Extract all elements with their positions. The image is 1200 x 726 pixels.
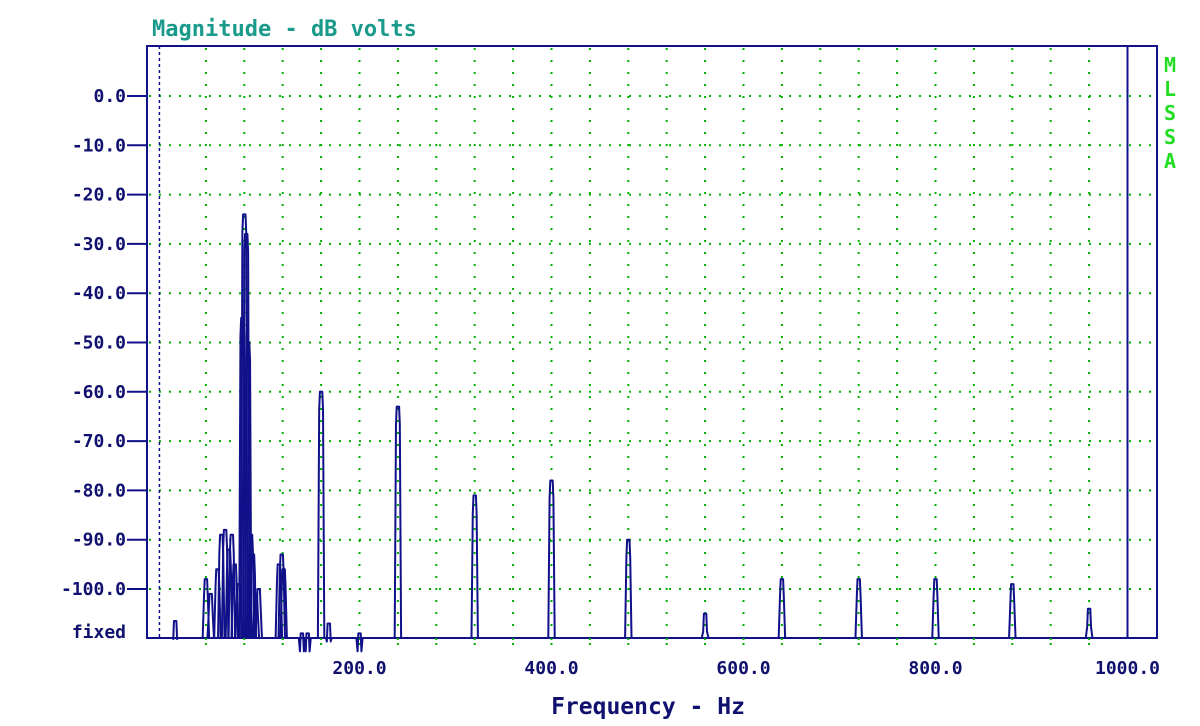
plot-frame: [146, 45, 1158, 639]
x-tick-label: 1000.0: [1095, 658, 1160, 679]
spectrum-peak: [1008, 583, 1017, 638]
chart-title: Magnitude - dB volts: [152, 17, 417, 42]
spectrum-peak: [303, 632, 312, 653]
spectrum-peak: [624, 538, 633, 638]
spectrum-peak: [547, 479, 556, 638]
spectrum-peak: [393, 405, 403, 638]
spectrum-peak: [854, 578, 863, 638]
spectrum-peak: [246, 533, 256, 638]
x-axis-label: Frequency - Hz: [551, 694, 745, 720]
y-tick-label: -70.0: [72, 431, 126, 452]
y-tick-label: -40.0: [72, 283, 126, 304]
spectrum-peak: [248, 553, 258, 638]
y-tick-label: -10.0: [72, 135, 126, 156]
spectrum-peak: [470, 494, 479, 638]
spectrum-peak: [201, 578, 211, 638]
spectrum-peak: [171, 620, 180, 641]
fixed-label: fixed: [72, 622, 126, 643]
y-tick-label: -90.0: [72, 530, 126, 551]
spectrum-peak: [240, 213, 249, 638]
spectrum-trace-group: [171, 213, 1094, 653]
y-tick-label: -30.0: [72, 234, 126, 255]
spectrum-peak: [206, 592, 215, 638]
x-tick-label: 600.0: [716, 658, 770, 679]
spectrum-peak: [931, 578, 940, 638]
spectrum-peak: [700, 612, 710, 638]
spectrum-peak: [324, 622, 333, 643]
spectrum-peak: [242, 233, 251, 638]
y-tick-label: 0.0: [93, 86, 126, 107]
spectrum-peak: [297, 632, 307, 653]
spectrum-peak: [254, 588, 263, 638]
spectrum-peak: [224, 548, 234, 638]
x-tick-label: 800.0: [908, 658, 962, 679]
spectrum-peak: [243, 341, 253, 638]
grid: [149, 48, 1155, 636]
x-tick-label: 400.0: [524, 658, 578, 679]
y-axis-ticks: 0.0 -10.0 -20.0 -30.0 -40.0 -50.0 -60.0 -70.0 -8…: [61, 86, 147, 600]
y-tick-label: -100.0: [61, 579, 126, 600]
spectrum-peak: [279, 568, 288, 638]
x-axis-ticks: 200.0 400.0 600.0 800.0 1000.0: [204, 638, 1160, 679]
y-tick-label: -60.0: [72, 382, 126, 403]
y-tick-label: -50.0: [72, 333, 126, 354]
spectrum-peak: [1084, 607, 1094, 638]
x-tick-label: 200.0: [332, 658, 386, 679]
y-tick-label: -20.0: [72, 185, 126, 206]
spectrum-peak: [277, 553, 286, 638]
spectrum-peak: [251, 592, 261, 638]
spectrum-peak: [777, 578, 787, 638]
spectrum-peak: [316, 390, 326, 638]
plot-border: [146, 45, 1158, 639]
y-tick-label: -80.0: [72, 480, 126, 501]
spectrum-peak: [355, 632, 364, 653]
